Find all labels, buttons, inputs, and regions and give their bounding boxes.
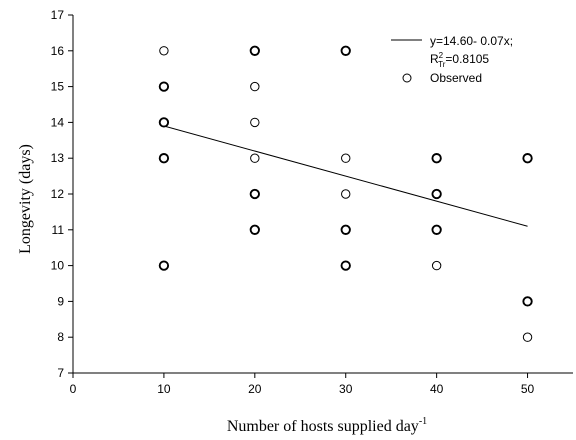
observed-point	[250, 153, 260, 163]
y-tick-label: 11	[52, 223, 65, 237]
observed-point	[249, 45, 260, 56]
y-tick-label: 14	[51, 115, 65, 129]
y-tick-label: 17	[51, 8, 65, 22]
observed-point	[159, 46, 169, 56]
regression-line-group	[163, 125, 528, 227]
observed-point	[250, 117, 260, 128]
x-tick-label: 0	[70, 382, 77, 396]
observed-point	[431, 188, 442, 200]
observed-point	[158, 117, 170, 128]
observed-point	[431, 224, 442, 235]
observed-point	[431, 260, 442, 271]
x-tick-label: 20	[248, 382, 262, 396]
legend-r-superscript: 2	[439, 51, 444, 60]
x-axis-title-main: Number of hosts supplied day	[227, 418, 419, 435]
observed-point	[340, 260, 351, 271]
legend-fit-r2: R2 Tr=0.8105	[430, 51, 489, 69]
x-tick-label: 40	[430, 382, 444, 396]
observed-point	[522, 296, 533, 307]
ticks: 0 10 20 30 40 50 7 8 9 10 11 12 13 14 15 16 17	[51, 8, 535, 396]
legend-marker-swatch	[402, 73, 412, 83]
observed-point	[341, 153, 351, 163]
y-tick-label: 9	[57, 294, 64, 308]
observed-point	[250, 81, 260, 92]
legend-fit-equation: y=14.60- 0.07x;	[430, 34, 513, 48]
legend: y=14.60- 0.07x; R2 Tr=0.8105 Observed	[391, 34, 513, 85]
y-tick-label: 8	[57, 330, 64, 344]
legend-observed-label: Observed	[430, 71, 482, 85]
y-tick-label: 15	[51, 80, 65, 94]
x-tick-label: 10	[157, 382, 171, 396]
observed-point	[249, 188, 260, 200]
x-axis-title: Number of hosts supplied day-1	[227, 416, 427, 435]
observed-point	[522, 153, 533, 164]
observed-point	[341, 189, 351, 199]
x-tick-label: 30	[339, 382, 353, 396]
observed-point	[340, 224, 351, 235]
axes	[72, 15, 573, 374]
regression-line	[163, 125, 528, 227]
legend-r-value: =0.8105	[445, 52, 489, 66]
y-tick-label: 13	[51, 151, 65, 165]
observed-point	[431, 153, 442, 164]
x-tick-label: 50	[521, 382, 535, 396]
observed-point	[249, 224, 260, 235]
observed-point	[158, 153, 170, 164]
y-tick-label: 12	[51, 187, 65, 201]
y-axis-title: Longevity (days)	[17, 144, 34, 254]
observed-point	[522, 332, 533, 342]
observed-point	[340, 45, 351, 56]
observed-point	[158, 81, 170, 92]
legend-r-symbol: R	[430, 52, 439, 66]
y-tick-label: 10	[51, 259, 65, 273]
data-points	[158, 45, 533, 342]
y-tick-label: 16	[51, 44, 65, 58]
y-tick-label: 7	[57, 366, 64, 380]
legend-r-subscript: Tr	[438, 60, 446, 69]
observed-point	[158, 260, 170, 271]
x-axis-title-superscript: -1	[419, 416, 427, 427]
